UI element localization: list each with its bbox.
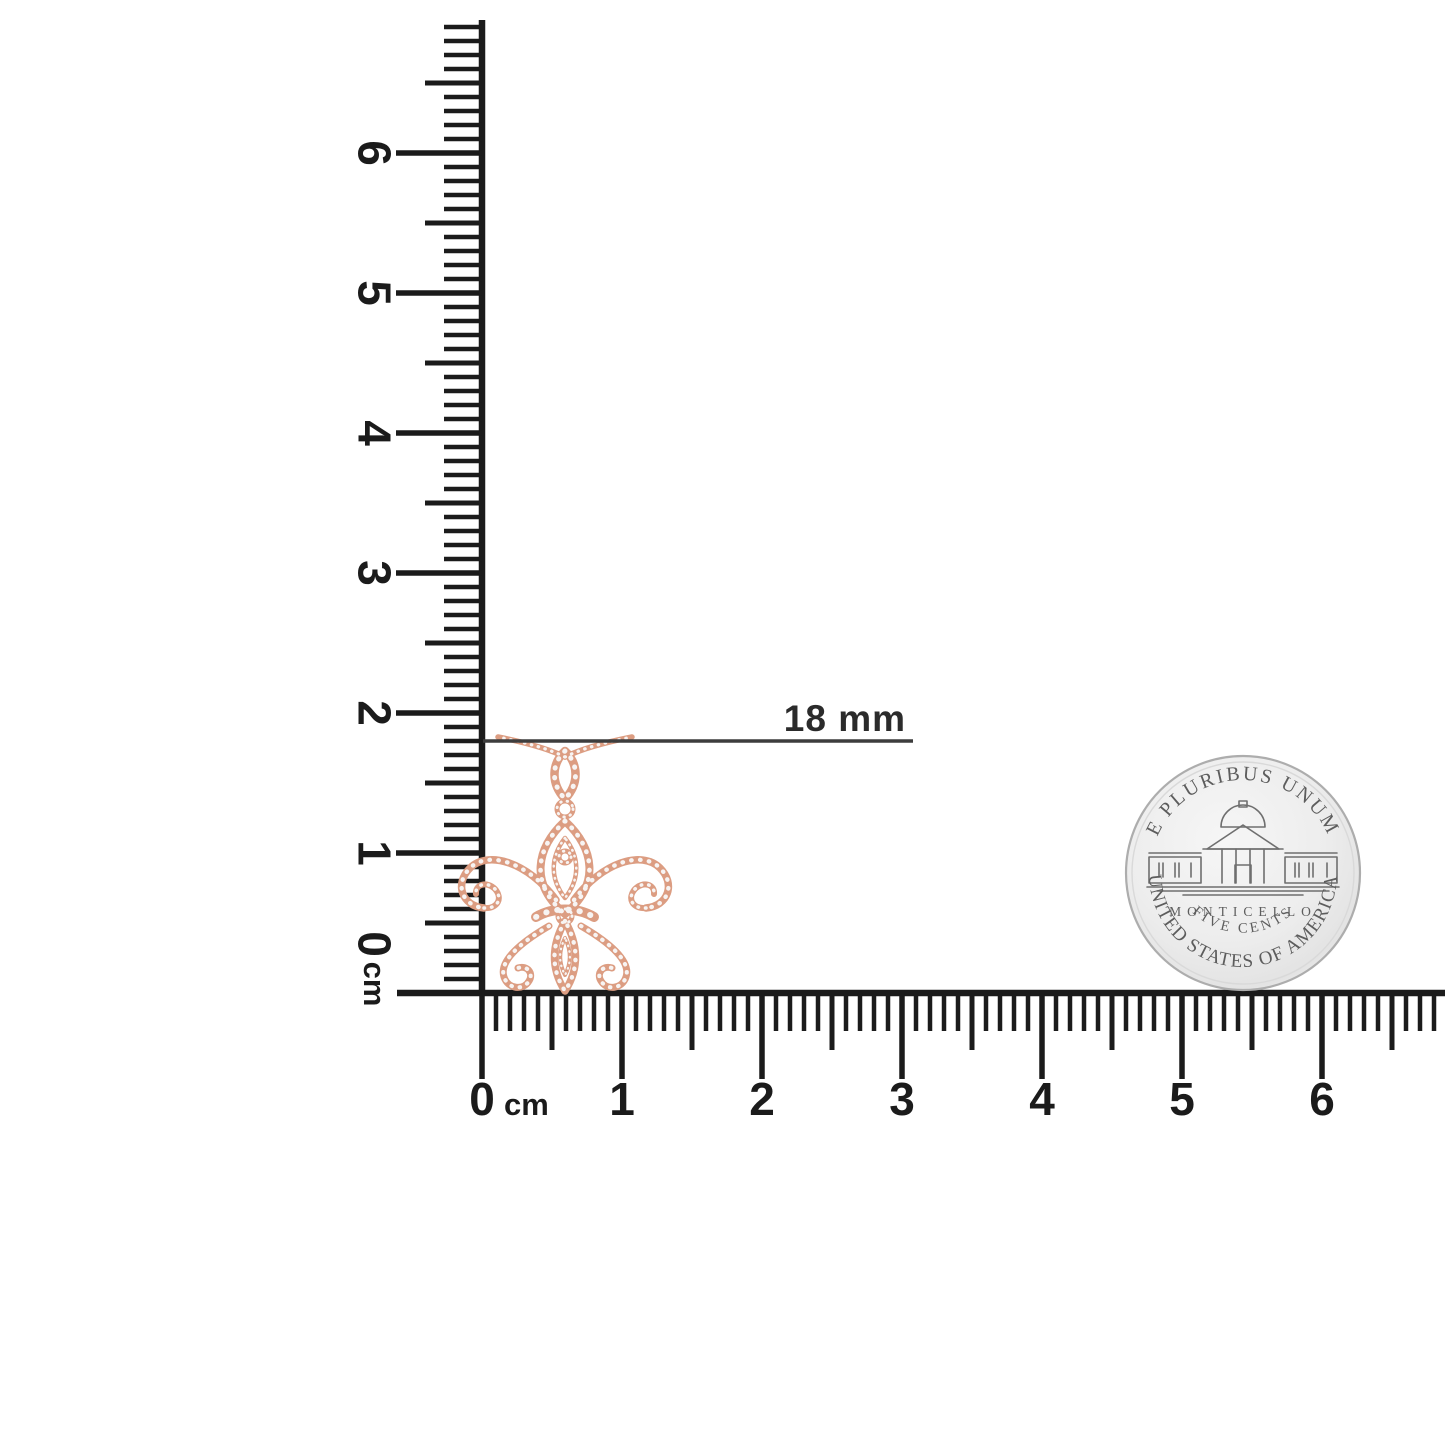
ruler-number: 2: [348, 700, 400, 726]
ruler-number: 3: [889, 1073, 915, 1125]
pendant-top-petal-inner: [551, 835, 579, 901]
pendant-diamond-dots: [552, 916, 578, 995]
ruler-number: 5: [1169, 1073, 1195, 1125]
coin-disc: [1124, 754, 1362, 992]
building-right-windows: [1294, 862, 1328, 878]
ruler-number: 5: [348, 280, 400, 306]
pendant-diamond-dots: [459, 857, 559, 911]
pendant-diamond-dots: [552, 835, 578, 901]
measurement-annotation: 18 mm: [483, 698, 913, 743]
ruler-number: 2: [749, 1073, 775, 1125]
ruler-number: cm: [357, 962, 392, 1007]
pendant-diamond-dots: [555, 799, 575, 819]
nickel-coin: E PLURIBUS UNUM MONTICELLO FIVE CENTS UN…: [1124, 754, 1362, 992]
pendant-diamond-dots: [558, 935, 572, 978]
ruler-number: 6: [1309, 1073, 1335, 1125]
ruler-number: 3: [348, 560, 400, 586]
pendant-metalwork: [457, 734, 673, 995]
ruler-number: 0: [348, 931, 400, 957]
building-steps: [1146, 886, 1340, 896]
building-left-windows: [1158, 862, 1192, 878]
pendant-diamond-dots: [557, 849, 573, 865]
fleur-de-lis-pendant: [457, 734, 673, 995]
building-columns: [1221, 848, 1265, 884]
pendant-diamond-dots: [571, 857, 671, 911]
ruler-number: 0: [469, 1073, 495, 1125]
pendant-diamond-dots: [533, 906, 597, 920]
pendant-diamond-dots: [563, 735, 634, 759]
monticello-building: [1146, 800, 1340, 896]
pendant-diamond-dots: [474, 882, 501, 910]
pendant-diamond-dots: [578, 923, 629, 990]
coin-rim-ring: [1131, 761, 1355, 985]
building-door: [1234, 864, 1252, 884]
pendant-diamond-pave: [459, 735, 671, 995]
ruler-number: cm: [504, 1087, 549, 1122]
building-right-wing: [1284, 852, 1338, 884]
ruler-number: 4: [348, 420, 400, 446]
coin-building-label: MONTICELLO: [1169, 904, 1317, 919]
measurement-label: 18 mm: [784, 698, 906, 739]
ruler-number: 1: [609, 1073, 635, 1125]
pendant-diamond-dots: [496, 735, 567, 759]
building-left-wing: [1148, 852, 1202, 884]
pendant-diamond-dots: [629, 882, 656, 910]
ruler-number: 6: [348, 140, 400, 166]
building-dome: [1220, 804, 1266, 828]
horizontal-ruler: 0 1 2 3 4 5 6 cm: [397, 989, 1445, 1125]
vertical-ruler: 1 2 3 4 5 6 0 cm: [348, 20, 486, 1007]
ruler-number: 1: [348, 840, 400, 866]
pendant-diamond-dots: [556, 907, 574, 925]
ruler-number: 4: [1029, 1073, 1055, 1125]
pendant-diamond-dots: [501, 923, 552, 990]
